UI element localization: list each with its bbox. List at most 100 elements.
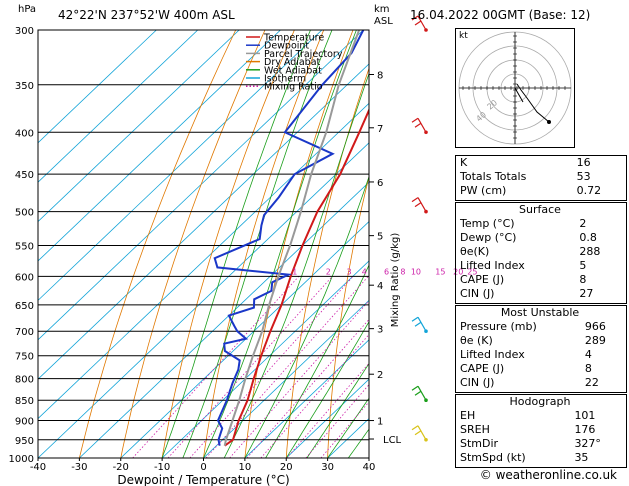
wind-barb-flag bbox=[411, 316, 419, 322]
mixing-ratio-label: 1 bbox=[292, 267, 297, 276]
legend-entry: Dry Adiabat bbox=[264, 57, 321, 68]
lcl-label: LCL bbox=[383, 435, 402, 446]
wind-barb-flag bbox=[411, 385, 419, 391]
unstable-value: 289 bbox=[584, 334, 606, 347]
km-tick-label: 5 bbox=[377, 232, 383, 243]
x-tick-label: -20 bbox=[113, 462, 129, 473]
indices-value: 53 bbox=[576, 170, 591, 183]
surface-label: CAPE (J) bbox=[460, 273, 505, 286]
legend-entry: Isotherm bbox=[264, 74, 306, 85]
pressure-tick-label: 900 bbox=[15, 417, 34, 428]
wet-adiabat bbox=[306, 362, 369, 458]
isotherm bbox=[38, 30, 364, 341]
mixing-ratio-line bbox=[246, 318, 369, 458]
pressure-tick-label: 500 bbox=[15, 208, 34, 219]
isotherm bbox=[244, 339, 369, 458]
surface-label: θe(K) bbox=[460, 245, 490, 258]
isotherm bbox=[38, 30, 281, 262]
unstable-label: θe (K) bbox=[460, 334, 493, 347]
wind-barb bbox=[417, 197, 427, 212]
pressure-tick-label: 400 bbox=[15, 128, 34, 139]
legend-entry: Parcel Trajectory bbox=[264, 49, 343, 60]
isotherm bbox=[38, 142, 369, 458]
hodo-value: 101 bbox=[574, 409, 596, 422]
unstable-label: Pressure (mb) bbox=[460, 320, 537, 333]
dry-adiabat bbox=[79, 30, 237, 458]
surface-value: 0.8 bbox=[579, 231, 597, 244]
mixing-ratio-line bbox=[305, 384, 369, 458]
indices-label: Totals Totals bbox=[460, 170, 527, 183]
pressure-tick-label: 1000 bbox=[9, 454, 34, 465]
storm-motion bbox=[514, 87, 524, 103]
x-tick-label: -40 bbox=[30, 462, 46, 473]
isotherm bbox=[38, 30, 199, 183]
indices-box bbox=[455, 155, 627, 201]
km-tick-label: 8 bbox=[377, 70, 383, 81]
surface-label: Temp (°C) bbox=[460, 217, 515, 230]
pressure-tick-label: 650 bbox=[15, 301, 34, 312]
table-row: θe(K) 288 bbox=[456, 245, 624, 259]
wind-barb-flag bbox=[411, 197, 419, 203]
x-tick-label: 10 bbox=[239, 462, 252, 473]
unstable-label: Lifted Index bbox=[460, 348, 525, 361]
hpa-label: hPa bbox=[18, 4, 37, 15]
x-tick-label: 30 bbox=[321, 462, 334, 473]
wind-barb-flag bbox=[414, 202, 422, 208]
mixing-ratio-label: 25 bbox=[467, 267, 477, 276]
table-row: Totals Totals 53 bbox=[456, 170, 624, 184]
x-axis-label: Dewpoint / Temperature (°C) bbox=[117, 473, 289, 486]
series-temperature bbox=[224, 107, 369, 447]
wet-adiabat bbox=[182, 30, 333, 458]
km-tick-label: 4 bbox=[377, 281, 383, 292]
wet-adiabat bbox=[327, 397, 369, 458]
table-row: StmSpd (kt) 35 bbox=[456, 451, 624, 465]
legend-entry: Temperature bbox=[263, 33, 324, 44]
surface-box bbox=[455, 202, 627, 304]
asl-label: ASL bbox=[374, 16, 393, 27]
table-row: SREH 176 bbox=[456, 423, 624, 437]
pressure-tick-label: 350 bbox=[15, 81, 34, 92]
hodo-label: StmSpd (kt) bbox=[460, 451, 526, 464]
isotherm bbox=[285, 378, 369, 458]
mixing-ratio-line bbox=[132, 276, 300, 458]
indices-table: K 16 Totals Totals 53 PW (cm) 0.72 bbox=[456, 156, 624, 198]
wind-barb-flag bbox=[414, 430, 422, 436]
x-tick-label: 40 bbox=[363, 462, 376, 473]
mixing-ratio-label: 8 bbox=[400, 267, 405, 276]
wind-barb-dot bbox=[424, 130, 428, 135]
wind-barb-dot bbox=[424, 398, 428, 403]
table-row: Lifted Index 4 bbox=[456, 348, 624, 362]
indices-label: K bbox=[460, 156, 468, 169]
km-tick-label: 1 bbox=[377, 417, 383, 428]
pressure-tick-label: 550 bbox=[15, 241, 34, 252]
hodo-label: SREH bbox=[460, 423, 490, 436]
unstable-value: 966 bbox=[584, 320, 606, 333]
surface-label: CIN (J) bbox=[460, 287, 495, 300]
wind-barb-flag bbox=[414, 122, 422, 128]
wind-barb bbox=[417, 15, 427, 31]
wet-adiabat bbox=[161, 30, 311, 458]
mixing-ratio-label: 4 bbox=[362, 267, 367, 276]
unstable-value: 22 bbox=[584, 376, 599, 389]
hodo-value: 176 bbox=[574, 423, 596, 436]
dry-adiabat bbox=[120, 30, 266, 458]
hodo-table-box bbox=[455, 394, 627, 468]
table-row: PW (cm) 0.72 bbox=[456, 184, 624, 198]
hodo-title: Hodograph bbox=[509, 395, 571, 408]
isotherm bbox=[38, 30, 157, 144]
pressure-tick-label: 450 bbox=[15, 170, 34, 181]
hodo-label: EH bbox=[460, 409, 476, 422]
hodo-table: Hodograph EH 101 SREH 176 StmDir 327° StmSpd (k… bbox=[456, 395, 624, 465]
pressure-tick-label: 300 bbox=[15, 26, 34, 37]
pressure-tick-label: 750 bbox=[15, 352, 34, 363]
wind-barb-dot bbox=[424, 437, 428, 442]
surface-label: Dewp (°C) bbox=[460, 231, 517, 244]
wind-barb-flag bbox=[414, 321, 422, 327]
hodo-value: 327° bbox=[574, 437, 601, 450]
isotherm bbox=[38, 63, 369, 380]
x-tick-label: 0 bbox=[200, 462, 206, 473]
mixing-ratio-line bbox=[167, 276, 333, 458]
table-row: EH 101 bbox=[456, 409, 624, 423]
wind-barb bbox=[417, 316, 427, 332]
